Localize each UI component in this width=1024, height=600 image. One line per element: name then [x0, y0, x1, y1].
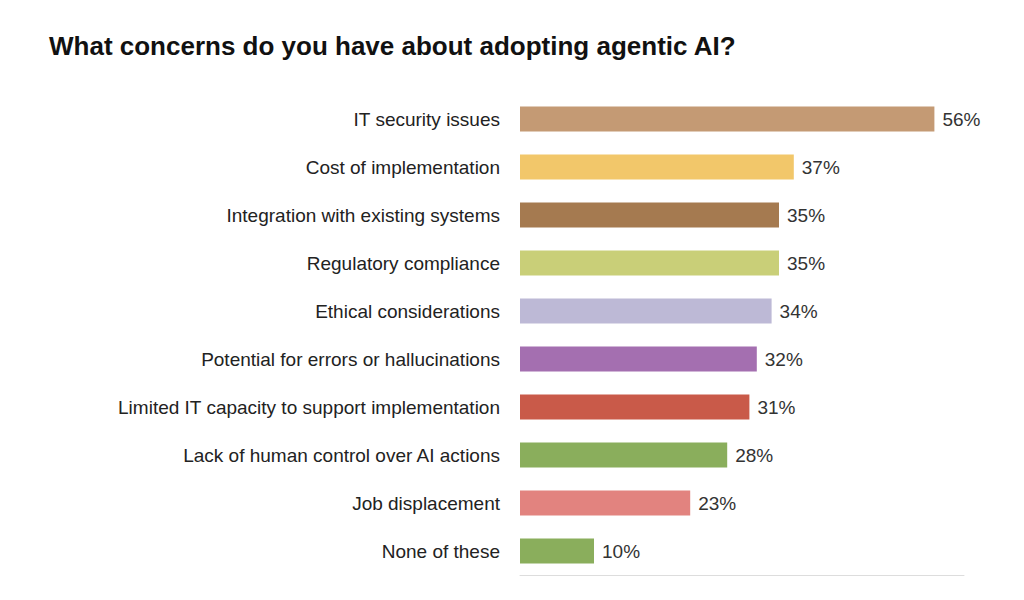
svg-text:34%: 34%: [780, 301, 818, 322]
svg-text:31%: 31%: [757, 397, 795, 418]
svg-text:Limited IT capacity to support: Limited IT capacity to support implement…: [118, 397, 500, 418]
svg-text:35%: 35%: [787, 253, 825, 274]
svg-text:37%: 37%: [802, 157, 840, 178]
svg-text:Lack of human control over AI: Lack of human control over AI actions: [183, 445, 500, 466]
svg-text:Cost of implementation: Cost of implementation: [306, 157, 500, 178]
svg-text:Job displacement: Job displacement: [352, 493, 501, 514]
svg-text:Integration with existing syst: Integration with existing systems: [226, 205, 500, 226]
svg-text:28%: 28%: [735, 445, 773, 466]
svg-text:IT security issues: IT security issues: [354, 109, 500, 130]
svg-text:32%: 32%: [765, 349, 803, 370]
svg-text:23%: 23%: [698, 493, 736, 514]
svg-text:Ethical considerations: Ethical considerations: [315, 301, 500, 322]
svg-text:56%: 56%: [942, 109, 980, 130]
svg-text:35%: 35%: [787, 205, 825, 226]
svg-text:Regulatory compliance: Regulatory compliance: [307, 253, 500, 274]
svg-text:Potential for errors or halluc: Potential for errors or hallucinations: [201, 349, 500, 370]
svg-text:10%: 10%: [602, 541, 640, 562]
svg-text:What concerns do you have abou: What concerns do you have about adopting…: [49, 31, 736, 61]
svg-text:None of these: None of these: [382, 541, 500, 562]
